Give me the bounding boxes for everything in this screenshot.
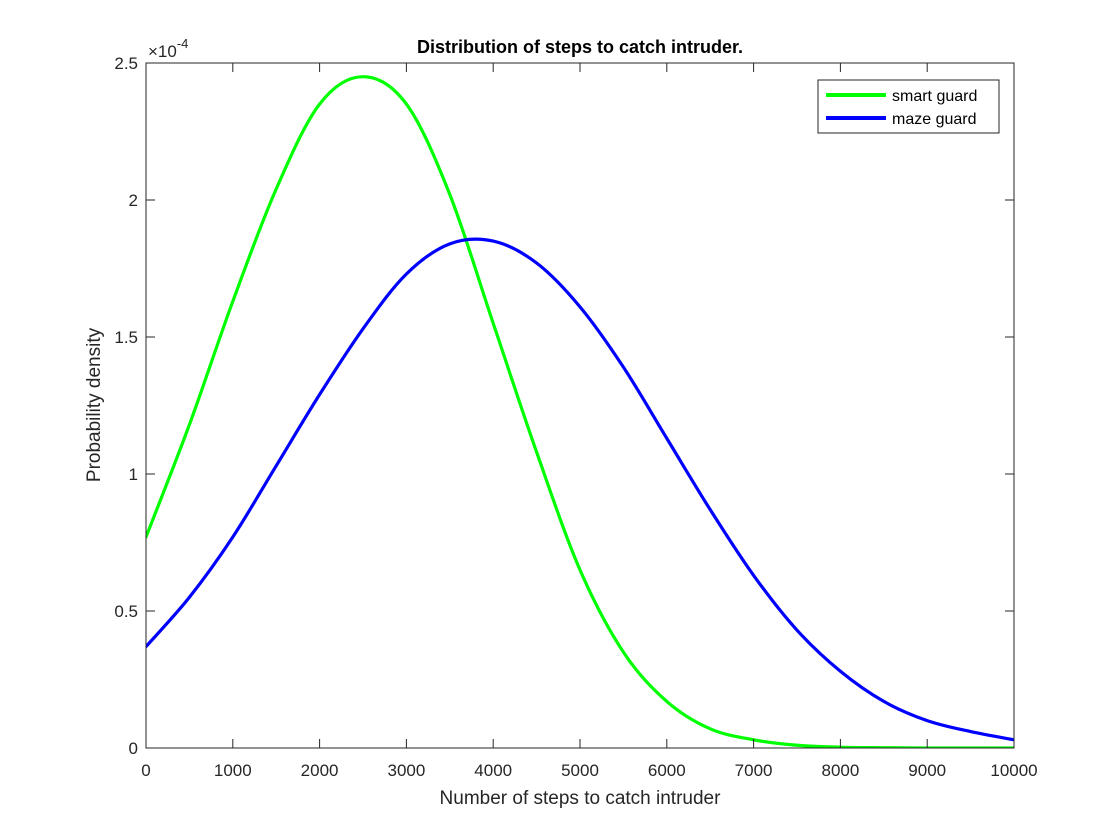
tick-layer: 0 1000 2000 3000 4000 5000 6000 7000 8000 9000 100… — [114, 54, 1037, 780]
x-tick-label: 3000 — [387, 761, 425, 780]
y-axis-label: Probability density — [84, 327, 105, 482]
y-tick-label: 1 — [129, 465, 138, 484]
series-layer — [146, 75, 1014, 748]
y-tick-label: 0.5 — [114, 602, 138, 621]
x-tick-label: 4000 — [474, 761, 512, 780]
y-tick-label: 0 — [129, 739, 138, 758]
y-exponent-base-text: ×10 — [148, 42, 177, 61]
x-tick-label: 2000 — [301, 761, 339, 780]
x-tick-label: 9000 — [908, 761, 946, 780]
series-line-maze-guard — [146, 237, 1014, 742]
y-tick-label: 2.5 — [114, 54, 138, 73]
y-tick-label: 2 — [129, 191, 138, 210]
legend-label-smart-guard: smart guard — [892, 88, 977, 105]
x-tick-label: 1000 — [214, 761, 252, 780]
legend-label-maze-guard: maze guard — [892, 111, 977, 128]
legend: smart guard maze guard — [817, 79, 1000, 134]
y-exponent-base: ×10-4 — [148, 36, 188, 61]
legend-box — [817, 79, 1000, 134]
x-tick-label: 0 — [141, 761, 150, 780]
x-tick-label: 5000 — [561, 761, 599, 780]
y-tick-label: 1.5 — [114, 328, 138, 347]
x-tick-label: 10000 — [990, 761, 1037, 780]
y-exponent-power: -4 — [177, 36, 189, 51]
series-line-smart-guard — [146, 75, 1014, 748]
x-tick-label: 6000 — [648, 761, 686, 780]
x-axis-label: Number of steps to catch intruder — [440, 788, 722, 809]
x-tick-label: 8000 — [821, 761, 859, 780]
x-tick-label: 7000 — [735, 761, 773, 780]
chart-title: Distribution of steps to catch intruder. — [417, 37, 743, 57]
